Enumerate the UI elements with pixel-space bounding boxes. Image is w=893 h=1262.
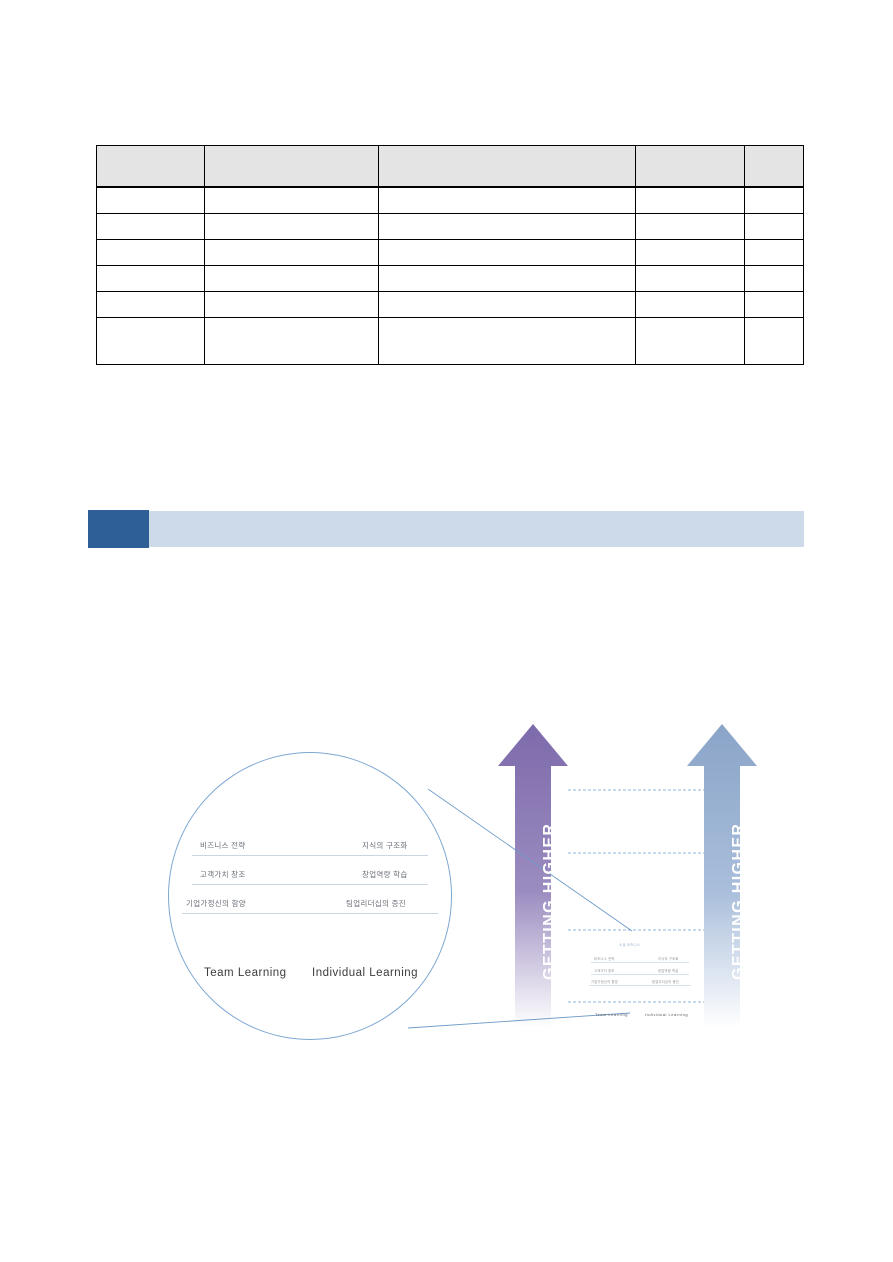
heading-band <box>149 511 804 547</box>
table-cell <box>204 265 379 292</box>
table-cell <box>635 213 745 240</box>
table-row <box>96 291 804 318</box>
table-header <box>96 145 804 188</box>
table-cell <box>378 265 636 292</box>
table-cell <box>378 213 636 240</box>
mini-left-label-3: 기업가정신의 함양 <box>591 980 619 984</box>
magnifier-contents: 소셜 비즈니스 Going Up 비즈니스 전략 지식의 구조화 고객가치 창조… <box>168 752 452 1040</box>
table-header-cell-5 <box>744 145 804 188</box>
social-business-label: 소셜 비즈니스 <box>244 794 301 804</box>
magnifier-circle-outline <box>168 752 452 1040</box>
table-cell <box>744 265 804 292</box>
table-cell <box>378 317 636 365</box>
table-cell <box>378 291 636 318</box>
table-cell <box>96 265 205 292</box>
table-header-cell-2 <box>204 145 379 188</box>
table-cell <box>204 186 379 214</box>
table-body <box>96 186 804 365</box>
table-cell <box>635 317 745 365</box>
left-label-2: 고객가치 창조 <box>200 870 246 879</box>
mini-diagram: 소셜 비즈니스 Going Up 비즈니스 전략 지식의 구조화 고객가치 창조… <box>586 928 694 1020</box>
mini-team-learning-label: Team Learning <box>595 1012 628 1017</box>
magnifier-connectors <box>407 788 633 1029</box>
left-label-3: 기업가정신의 함양 <box>186 899 246 908</box>
table-cell <box>744 213 804 240</box>
section-heading-bar <box>88 510 804 548</box>
table-cell <box>204 291 379 318</box>
divider-line-1 <box>192 855 428 856</box>
table-cell <box>378 186 636 214</box>
table-cell <box>744 317 804 365</box>
mini-divider-line-3 <box>589 985 691 986</box>
table-cell <box>635 239 745 266</box>
mini-right-label-2: 창업역량 학습 <box>658 969 679 973</box>
mini-individual-learning-label: Individual Learning <box>645 1012 689 1017</box>
divider-line-3 <box>182 913 438 914</box>
table-cell <box>635 265 745 292</box>
table-cell <box>378 239 636 266</box>
table-row <box>96 239 804 266</box>
getting-higher-label-left: GETTING HIGHER <box>541 822 558 980</box>
mini-right-label-3: 팀업리더십의 증진 <box>652 980 680 984</box>
right-label-3: 팀업리더십의 증진 <box>346 899 406 908</box>
table-cell <box>96 213 205 240</box>
mini-divider-line-2 <box>591 974 689 975</box>
table-cell <box>96 186 205 214</box>
table-cell <box>635 186 745 214</box>
mini-left-label-2: 고객가치 창조 <box>594 969 615 973</box>
connector-line-bottom <box>407 1012 631 1029</box>
table-row <box>96 265 804 292</box>
connector-line-top <box>427 788 633 932</box>
mini-divider-line-1 <box>591 962 689 963</box>
table-cell <box>204 239 379 266</box>
left-label-1: 비즈니스 전략 <box>200 841 246 850</box>
table-header-row <box>96 145 804 188</box>
table-cell <box>635 291 745 318</box>
heading-marker-square <box>88 510 149 548</box>
table-header-cell-4 <box>635 145 745 188</box>
table-header-cell-1 <box>96 145 205 188</box>
table-cell <box>204 317 379 365</box>
table-cell <box>96 239 205 266</box>
team-learning-label: Team Learning <box>204 967 287 979</box>
divider-line-2 <box>192 884 428 885</box>
magnifier-callout: 소셜 비즈니스 Going Up 비즈니스 전략 지식의 구조화 고객가치 창조… <box>168 752 452 1040</box>
gridlines <box>568 789 722 1003</box>
mini-social-business-label: 소셜 비즈니스 <box>619 943 641 947</box>
getting-higher-arrow-right <box>687 724 757 1028</box>
table-cell <box>204 213 379 240</box>
table-cell <box>744 186 804 214</box>
right-label-1: 지식의 구조화 <box>362 841 408 850</box>
mini-left-label-1: 비즈니스 전략 <box>594 957 615 961</box>
table-row <box>96 317 804 365</box>
table-header-cell-3 <box>378 145 636 188</box>
empty-data-table <box>96 145 804 365</box>
table-cell <box>744 239 804 266</box>
table-cell <box>744 291 804 318</box>
right-label-2: 창업역량 학습 <box>362 870 408 879</box>
table-cell <box>96 291 205 318</box>
mini-right-label-1: 지식의 구조화 <box>658 957 679 961</box>
table-cell <box>96 317 205 365</box>
individual-learning-label: Individual Learning <box>312 967 419 979</box>
table-row <box>96 186 804 214</box>
getting-higher-arrow-left <box>498 724 568 1028</box>
mini-going-up-label: Going Up <box>638 956 642 972</box>
table-row <box>96 213 804 240</box>
getting-higher-label-right: GETTING HIGHER <box>730 822 747 980</box>
